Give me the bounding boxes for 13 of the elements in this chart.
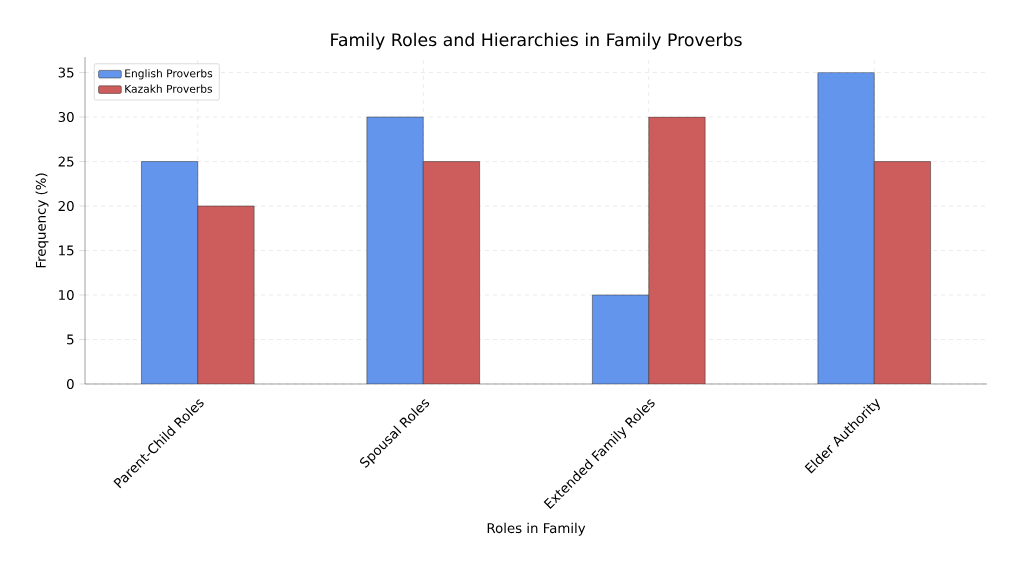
y-tick-label: 35 xyxy=(58,67,74,78)
y-tick-label: 5 xyxy=(67,334,74,345)
y-tick-label: 30 xyxy=(58,111,74,123)
y-tick-label: 25 xyxy=(58,156,74,167)
legend-label: English Proverbs xyxy=(125,69,213,80)
y-tick-label: 10 xyxy=(59,289,74,301)
y-tick-label: 15 xyxy=(59,245,74,256)
y-tick-label: 20 xyxy=(58,200,74,212)
chart-title: Family Roles and Hierarchies in Family Proverbs xyxy=(331,32,742,50)
legend-label: Kazakh Proverbs xyxy=(125,84,213,93)
x-axis-title: Roles in Family xyxy=(487,522,586,536)
y-tick-label: 0 xyxy=(67,378,74,390)
y-axis-title: Frequency (%) xyxy=(35,173,49,268)
